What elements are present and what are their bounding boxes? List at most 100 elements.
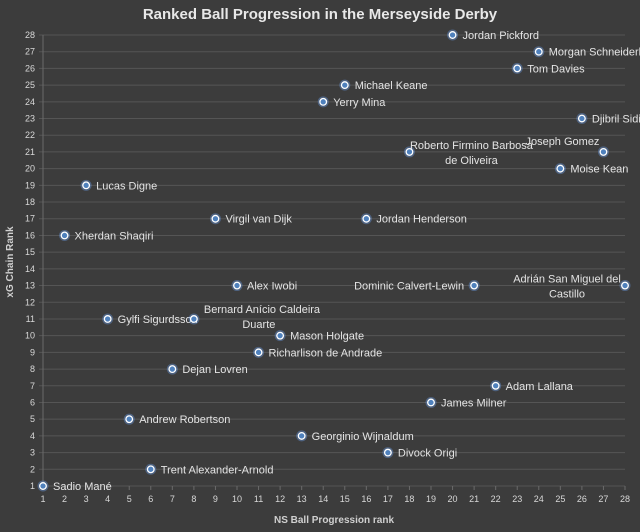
data-point (577, 114, 586, 123)
y-tick-label: 22 (25, 130, 35, 140)
data-point (254, 348, 263, 357)
data-point (233, 281, 241, 290)
data-point-group: Dejan Lovren (166, 363, 248, 376)
data-point-label: Mason Holgate (290, 331, 364, 343)
x-tick-label: 13 (297, 494, 307, 504)
x-tick-label: 25 (555, 494, 565, 504)
data-point (470, 281, 479, 290)
y-tick-label: 11 (26, 314, 35, 324)
data-point-group: Mason Holgate (274, 330, 364, 343)
x-tick-label: 6 (148, 494, 153, 504)
data-point (427, 398, 435, 407)
data-point-group: Roberto Firmino Barbosa de Oliveira (403, 140, 534, 167)
data-point-label: Bernard Anício Caldeira Duarte (204, 304, 321, 331)
y-tick-label: 9 (30, 347, 35, 357)
y-tick-label: 1 (30, 481, 35, 491)
data-point-label-line: Yerry Mina (333, 97, 386, 109)
data-point-label-line: Jordan Pickford (463, 30, 539, 42)
data-point (297, 431, 306, 440)
data-point-label: Divock Origi (398, 448, 457, 460)
x-tick-label: 20 (448, 494, 458, 504)
data-point (82, 181, 91, 190)
data-point (556, 164, 565, 173)
axis-ticks: 1234567891011121314151617181920212223242… (25, 30, 630, 504)
x-tick-label: 17 (383, 494, 393, 504)
data-point-label-line: Mason Holgate (290, 331, 364, 343)
x-axis-label: NS Ball Progression rank (274, 515, 394, 526)
x-tick-label: 5 (127, 494, 132, 504)
y-tick-label: 24 (25, 97, 35, 107)
y-tick-label: 6 (30, 397, 35, 407)
data-point-label: Roberto Firmino Barbosa de Oliveira (410, 140, 534, 167)
x-tick-label: 27 (598, 494, 608, 504)
data-point (534, 47, 543, 56)
data-point (319, 97, 328, 106)
data-point-group: Michael Keane (339, 79, 428, 92)
gridlines (39, 34, 626, 490)
data-point-label: Xherdan Shaqiri (75, 230, 154, 242)
data-point (60, 231, 69, 240)
chart-title: Ranked Ball Progression in the Merseysid… (143, 6, 498, 23)
data-point-label: Moise Kean (570, 164, 628, 176)
data-point-label: Andrew Robertson (139, 414, 230, 426)
x-tick-label: 16 (361, 494, 371, 504)
data-point-group: Sadio Mané (37, 480, 112, 493)
y-tick-label: 23 (25, 114, 35, 124)
data-point-group: Virgil van Dijk (209, 213, 292, 226)
y-tick-label: 25 (25, 80, 35, 90)
data-point-group: Bernard Anício Caldeira Duarte (188, 304, 321, 331)
x-tick-label: 24 (534, 494, 544, 504)
data-point (276, 331, 285, 340)
x-tick-label: 18 (404, 494, 414, 504)
x-tick-label: 1 (40, 494, 45, 504)
x-tick-label: 26 (577, 494, 587, 504)
y-tick-label: 14 (25, 264, 35, 274)
x-tick-label: 21 (469, 494, 479, 504)
data-point-label-line: Lucas Digne (96, 180, 157, 192)
data-point-label: Jordan Henderson (376, 214, 467, 226)
x-tick-label: 10 (232, 494, 242, 504)
x-tick-label: 11 (254, 494, 263, 504)
data-point-label-line: Castillo (549, 289, 585, 301)
y-tick-label: 26 (25, 63, 35, 73)
data-point-label-line: Bernard Anício Caldeira (204, 304, 321, 316)
data-point-label: Georginio Wijnaldum (312, 431, 414, 443)
data-point (491, 381, 500, 390)
y-tick-label: 16 (25, 230, 35, 240)
data-point-group: Jordan Henderson (360, 213, 467, 226)
x-tick-label: 4 (105, 494, 110, 504)
data-point-label-line: Trent Alexander-Arnold (161, 464, 274, 476)
data-point-label-line: Dejan Lovren (182, 364, 247, 376)
data-point-label: Gylfi Sigurdsson (118, 314, 198, 326)
x-tick-label: 8 (191, 494, 196, 504)
y-tick-label: 20 (25, 164, 35, 174)
data-point-label: Alex Iwobi (247, 281, 297, 293)
x-tick-label: 2 (62, 494, 67, 504)
data-point (621, 281, 629, 290)
data-point-group: Richarlison de Andrade (253, 346, 382, 359)
y-tick-label: 19 (25, 180, 35, 190)
data-point-label: Jordan Pickford (463, 30, 539, 42)
data-point-label-line: Georginio Wijnaldum (312, 431, 414, 443)
y-tick-label: 27 (25, 47, 35, 57)
data-point-label-line: Morgan Schneiderlin (549, 47, 640, 59)
data-point-label-line: James Milner (441, 397, 507, 409)
y-tick-label: 5 (30, 414, 35, 424)
y-tick-label: 2 (30, 464, 35, 474)
data-point (39, 482, 47, 490)
x-tick-label: 28 (620, 494, 630, 504)
data-point-label-line: Adam Lallana (506, 381, 574, 393)
data-point-label: Trent Alexander-Arnold (161, 464, 274, 476)
data-point-label: Sadio Mané (53, 481, 112, 493)
data-point-group: Trent Alexander-Arnold (145, 463, 274, 476)
data-point (405, 147, 414, 156)
data-point (168, 365, 177, 374)
data-point-label: Virgil van Dijk (225, 214, 292, 226)
data-point-group: Djibril Sidibe (576, 113, 640, 126)
data-point-label: Joseph Gomez (525, 136, 599, 148)
x-tick-label: 9 (213, 494, 218, 504)
data-point-group: Moise Kean (554, 163, 628, 176)
data-point-group: Morgan Schneiderlin (533, 46, 640, 59)
data-point-label: James Milner (441, 397, 507, 409)
